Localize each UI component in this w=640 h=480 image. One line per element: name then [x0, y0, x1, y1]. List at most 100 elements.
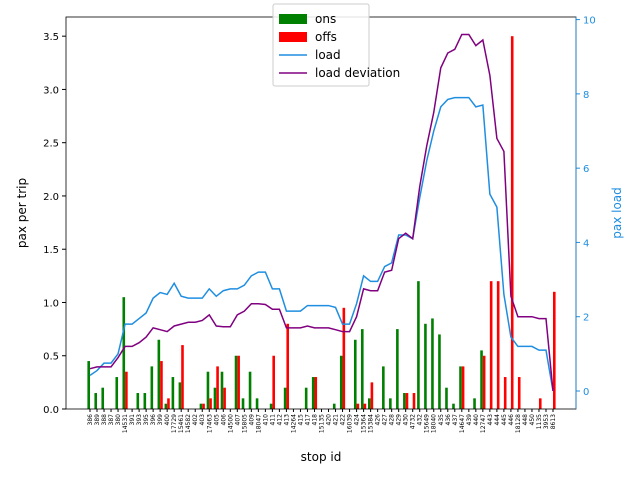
- bar: [473, 398, 476, 409]
- x-tick-label: 15364: [361, 414, 368, 433]
- x-tick-label: 15135: [319, 414, 326, 433]
- x-tick-label: 411: [269, 414, 276, 426]
- x-tick-label: 15805: [241, 414, 248, 433]
- bar: [136, 393, 140, 409]
- bar: [438, 334, 441, 409]
- x-tick-label: 445: [501, 414, 508, 426]
- legend-label: offs: [315, 30, 337, 44]
- y2-tick-label: 6: [583, 164, 589, 175]
- bar: [125, 371, 128, 409]
- legend-swatch: [279, 14, 307, 24]
- bar: [311, 377, 315, 409]
- x-tick-label: 428: [389, 414, 396, 426]
- bar: [356, 403, 360, 409]
- legend-label: load deviation: [315, 66, 400, 80]
- x-tick-label: 395: [143, 414, 150, 426]
- bar: [459, 366, 462, 409]
- x-tick-label: 402: [192, 414, 199, 426]
- x-tick-label: 448: [522, 414, 529, 426]
- x-tick-label: 403: [199, 414, 206, 426]
- bar: [241, 398, 245, 409]
- bar: [412, 393, 416, 409]
- bar: [87, 361, 90, 409]
- bar: [382, 366, 385, 409]
- line: [89, 33, 554, 392]
- y2-tick-label: 2: [583, 313, 589, 324]
- bar: [178, 382, 182, 409]
- bar: [164, 403, 168, 409]
- x-tick-label: 430: [403, 414, 410, 426]
- x-tick-label: 17463: [206, 414, 213, 433]
- bar: [255, 398, 259, 409]
- bar: [424, 323, 427, 409]
- bar: [304, 387, 308, 409]
- legend-box: [272, 3, 370, 87]
- x-tick-label: 444: [494, 414, 501, 426]
- bar: [167, 398, 170, 409]
- y-tick-label: 3.0: [43, 85, 59, 96]
- bar: [360, 329, 364, 409]
- bar: [234, 355, 238, 409]
- bar: [209, 398, 212, 409]
- y-tick-label: 2.5: [43, 139, 59, 150]
- x-tick-label: 14647: [459, 414, 466, 433]
- x-tick-label: 415: [297, 414, 304, 426]
- x-tick-label: 420: [326, 414, 333, 426]
- bar: [272, 355, 275, 409]
- x-tick-label: 14531: [122, 414, 129, 433]
- bar: [157, 339, 161, 409]
- x-tick-label: 443: [487, 414, 494, 426]
- bar: [206, 371, 210, 409]
- bar: [150, 366, 154, 409]
- bar: [482, 355, 486, 409]
- x-tick-label: 440: [473, 414, 480, 426]
- bar: [283, 387, 287, 409]
- y-tick-label: 3.5: [43, 32, 59, 43]
- bar: [480, 350, 483, 409]
- bar: [199, 403, 203, 409]
- bar: [332, 403, 336, 409]
- x-tick-label: 399: [157, 414, 164, 426]
- bar: [143, 393, 147, 409]
- bar: [213, 387, 217, 409]
- x-tick-label: 18128: [515, 414, 522, 433]
- bar: [202, 403, 205, 409]
- bar: [223, 387, 226, 409]
- x-tick-label: 446: [508, 414, 515, 426]
- bar: [417, 281, 420, 409]
- x-tick-label: 18040: [431, 414, 438, 433]
- x-tick-label: 437: [452, 414, 459, 426]
- x-tick-label: 427: [382, 414, 389, 426]
- x-tick-label: 3953: [543, 414, 550, 429]
- bar: [342, 307, 346, 409]
- x-tick-label: 396: [150, 414, 157, 426]
- bar: [115, 377, 119, 409]
- x-tick-label: 426: [375, 414, 382, 426]
- legend-label: ons: [315, 12, 336, 26]
- bar: [286, 323, 290, 409]
- y-axis-label: pax per trip: [15, 178, 29, 248]
- x-tick-label: 413: [283, 414, 290, 426]
- x-tick-label: 410: [262, 414, 269, 426]
- x-tick-label: 18047: [255, 414, 262, 433]
- x-tick-label: 387: [108, 414, 115, 426]
- x-tick-label: 409: [248, 414, 255, 426]
- x-tick-label: 417: [304, 414, 311, 426]
- legend-label: load: [315, 48, 341, 62]
- x-tick-label: 412: [276, 414, 283, 426]
- x-tick-label: 439: [466, 414, 473, 426]
- x-axis-label: stop id: [301, 450, 342, 464]
- bar: [314, 377, 318, 409]
- x-tick-label: 1135: [536, 414, 543, 429]
- bar: [237, 355, 240, 409]
- bar: [403, 393, 406, 409]
- x-tick-label: 406: [220, 414, 227, 426]
- bar: [503, 377, 507, 409]
- bar: [122, 297, 126, 409]
- x-tick-label: 450: [529, 414, 536, 426]
- bar: [510, 36, 514, 409]
- x-tick-label: 421: [333, 414, 340, 426]
- bar: [496, 281, 500, 409]
- bar: [445, 387, 448, 409]
- bar: [538, 398, 542, 409]
